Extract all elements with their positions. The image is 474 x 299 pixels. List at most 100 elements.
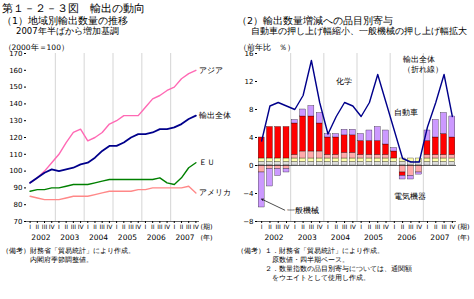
svg-text:(期): (期)	[201, 223, 213, 231]
svg-text:II: II	[36, 223, 40, 230]
svg-text:2003: 2003	[298, 233, 317, 242]
svg-text:(年): (年)	[201, 234, 213, 242]
svg-text:2002: 2002	[265, 233, 284, 242]
svg-text:IV: IV	[416, 223, 423, 230]
html-text:2007年半ばから増加基調: 2007年半ばから増加基調	[16, 26, 119, 36]
svg-text:III: III	[128, 223, 134, 230]
svg-text:90: 90	[14, 184, 23, 192]
svg-text:2006: 2006	[397, 233, 416, 242]
svg-text:III: III	[186, 223, 192, 230]
svg-text:アメリカ: アメリカ	[199, 188, 231, 197]
svg-text:2004: 2004	[89, 233, 108, 242]
svg-text:IV: IV	[449, 223, 456, 230]
svg-text:I: I	[294, 223, 296, 230]
html-text:（1）地域別輸出数量の推移: （1）地域別輸出数量の推移	[2, 15, 128, 26]
svg-text:2006: 2006	[147, 233, 166, 242]
svg-text:（2000年＝100）: （2000年＝100）	[4, 43, 69, 52]
svg-text:IV: IV	[350, 223, 357, 230]
svg-text:140: 140	[9, 100, 22, 108]
svg-text:II: II	[434, 223, 438, 230]
svg-text:I: I	[427, 223, 429, 230]
svg-text:自動車: 自動車	[394, 108, 418, 117]
svg-text:IV: IV	[193, 223, 200, 230]
svg-text:輸出全体: 輸出全体	[403, 55, 435, 64]
svg-text:アジア: アジア	[199, 66, 223, 75]
svg-text:I: I	[58, 223, 60, 230]
html-text:（2）輸出数量増減への品目別寄与: （2）輸出数量増減への品目別寄与	[237, 15, 393, 26]
svg-text:III: III	[71, 223, 77, 230]
svg-text:II: II	[268, 223, 272, 230]
svg-text:I: I	[116, 223, 118, 230]
svg-text:−4: −4	[243, 190, 254, 198]
html-text:自動車の押し上げ幅縮小、一般機械の押し上げ幅拡大: 自動車の押し上げ幅縮小、一般機械の押し上げ幅拡大	[251, 26, 467, 36]
svg-text:（折れ線）: （折れ線）	[403, 65, 443, 74]
svg-text:III: III	[408, 223, 414, 230]
svg-text:2007: 2007	[176, 233, 195, 242]
svg-text:I: I	[360, 223, 362, 230]
svg-text:(期): (期)	[458, 223, 470, 231]
svg-text:III: III	[375, 223, 381, 230]
svg-text:160: 160	[9, 67, 22, 75]
svg-text:80: 80	[14, 201, 23, 209]
svg-text:IV: IV	[284, 223, 291, 230]
svg-text:III: III	[276, 223, 282, 230]
svg-text:16: 16	[244, 49, 254, 58]
svg-text:2002: 2002	[31, 233, 50, 242]
svg-text:I: I	[261, 223, 263, 230]
svg-text:2003: 2003	[60, 233, 79, 242]
svg-text:III: III	[342, 223, 348, 230]
svg-text:0: 0	[249, 162, 253, 170]
svg-text:120: 120	[9, 134, 22, 142]
svg-text:2004: 2004	[331, 233, 350, 242]
svg-text:2005: 2005	[118, 233, 137, 242]
svg-text:110: 110	[9, 151, 22, 159]
svg-text:I: I	[393, 223, 395, 230]
svg-text:2007: 2007	[430, 233, 449, 242]
svg-text:III: III	[42, 223, 48, 230]
svg-text:II: II	[180, 223, 184, 230]
svg-text:III: III	[157, 223, 163, 230]
svg-text:150: 150	[9, 83, 22, 91]
svg-text:IV: IV	[317, 223, 324, 230]
svg-text:I: I	[327, 223, 329, 230]
svg-text:(年): (年)	[458, 234, 470, 242]
svg-text:12: 12	[245, 78, 254, 86]
svg-text:I: I	[173, 223, 175, 230]
svg-text:III: III	[441, 223, 447, 230]
html-text:第１－２－３図 輸出の動向: 第１－２－３図 輸出の動向	[2, 2, 145, 15]
svg-text:IV: IV	[164, 223, 171, 230]
svg-text:（前年比 ％）: （前年比 ％）	[239, 43, 295, 52]
svg-text:8: 8	[249, 106, 253, 114]
html-text:（備考）財務省「貿易統計」により作成。: （備考）財務省「貿易統計」により作成。	[2, 247, 135, 255]
svg-text:II: II	[334, 223, 338, 230]
svg-text:100: 100	[9, 167, 22, 175]
svg-text:I: I	[145, 223, 147, 230]
svg-text:輸出全体: 輸出全体	[199, 111, 231, 120]
svg-text:化学: 化学	[336, 77, 352, 86]
svg-text:II: II	[301, 223, 305, 230]
svg-text:170: 170	[9, 49, 23, 58]
svg-text:II: II	[64, 223, 68, 230]
svg-text:2005: 2005	[364, 233, 383, 242]
svg-text:II: II	[93, 223, 97, 230]
svg-text:一般機械: 一般機械	[287, 206, 319, 215]
svg-text:−8: −8	[243, 218, 253, 226]
svg-text:70: 70	[14, 218, 23, 226]
svg-text:電気機器: 電気機器	[394, 192, 426, 201]
svg-text:II: II	[151, 223, 155, 230]
svg-text:II: II	[401, 223, 405, 230]
svg-text:IV: IV	[78, 223, 85, 230]
svg-text:III: III	[100, 223, 106, 230]
svg-text:II: II	[122, 223, 126, 230]
svg-text:ＥＵ: ＥＵ	[199, 158, 215, 167]
svg-text:IV: IV	[106, 223, 113, 230]
svg-text:I: I	[29, 223, 31, 230]
svg-text:IV: IV	[383, 223, 390, 230]
svg-text:III: III	[309, 223, 315, 230]
svg-text:130: 130	[9, 117, 22, 125]
svg-text:4: 4	[249, 134, 254, 142]
svg-text:I: I	[87, 223, 89, 230]
svg-text:IV: IV	[135, 223, 142, 230]
svg-text:IV: IV	[49, 223, 56, 230]
svg-text:II: II	[368, 223, 372, 230]
